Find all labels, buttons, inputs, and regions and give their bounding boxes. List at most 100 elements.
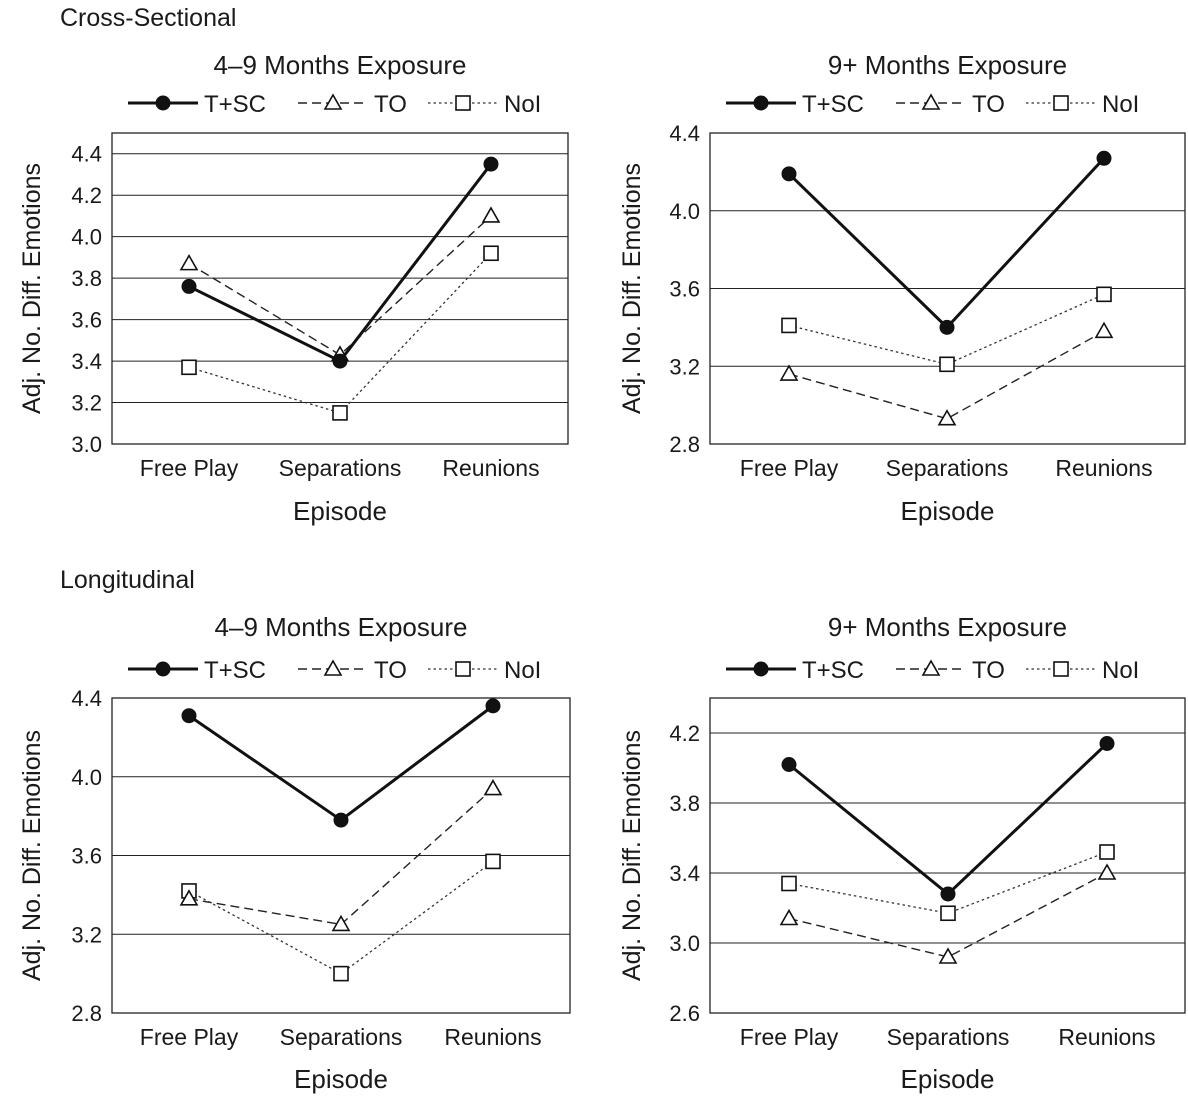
data-point-tplussc [181, 708, 197, 724]
series-line-noi [788, 851, 1108, 914]
chart-panel-4: 9+ Months Exposure T+SC TO NoI 2.6 3.0 3.4 3.8 4… [618, 612, 1186, 1094]
series-line-to [788, 330, 1105, 420]
data-point-to [483, 778, 503, 796]
data-point-noi [940, 905, 956, 922]
chart-title: 4–9 Months Exposure [215, 612, 468, 642]
chart-panel-1: 4–9 Months Exposure T+SC TO NoI 3.0 3.2 3.4 3.6… [18, 50, 569, 526]
y-tick-label: 3.2 [71, 922, 102, 947]
y-tick-label: 3.6 [669, 277, 700, 302]
data-point-noi [1096, 286, 1112, 303]
y-tick-label: 4.4 [71, 686, 102, 711]
legend-label: NoI [1102, 657, 1139, 684]
y-tick-label: 3.4 [669, 861, 700, 886]
data-point-to [481, 206, 501, 223]
series-line-to [188, 788, 494, 926]
x-tick-label: Separations [279, 455, 402, 481]
y-axis-label: Adj. No. Diff. Emotions [618, 730, 646, 981]
series-line-noi [188, 252, 492, 414]
legend-label: T+SC [204, 91, 266, 118]
x-tick-label: Free Play [740, 455, 839, 481]
data-point-to [779, 908, 799, 926]
y-axis-label: Adj. No. Diff. Emotions [18, 163, 46, 414]
y-axis-label: Adj. No. Diff. Emotions [618, 163, 646, 414]
chart-title: 9+ Months Exposure [828, 612, 1067, 642]
x-tick-label: Free Play [140, 455, 239, 481]
chart-legend: T+SC TO NoI [726, 91, 1139, 118]
x-tick-label: Reunions [444, 1024, 541, 1050]
data-point-noi [333, 965, 349, 982]
x-tick-label: Free Play [740, 1024, 839, 1050]
data-point-tplussc [1096, 150, 1112, 166]
chart-panel-3: 4–9 Months Exposure T+SC TO NoI 2.8 3.2 3.6 4.0… [18, 612, 571, 1094]
x-tick-label: Reunions [442, 455, 539, 481]
y-tick-label: 4.4 [71, 142, 102, 167]
x-axis-label: Episode [293, 496, 387, 526]
data-point-noi [781, 317, 797, 334]
y-tick-label: 3.2 [669, 354, 700, 379]
data-point-to [331, 914, 351, 932]
legend-marker-tplussc [753, 661, 769, 677]
series-line-tplussc [788, 742, 1109, 896]
y-tick-label: 4.0 [71, 765, 102, 790]
plot-frame [709, 697, 1186, 1014]
x-axis-label: Episode [901, 496, 995, 526]
y-tick-label: 4.0 [71, 225, 102, 250]
chart-legend: T+SC TO NoI [128, 657, 541, 684]
legend-marker-to [921, 93, 941, 110]
legend-marker-to [323, 93, 343, 110]
legend-marker-to [921, 659, 941, 676]
data-point-tplussc [483, 156, 499, 172]
y-tick-label: 3.0 [669, 931, 700, 956]
plot-frame [111, 697, 571, 1014]
data-point-noi [939, 356, 955, 373]
chart-legend: T+SC TO NoI [726, 657, 1139, 684]
chart-legend: T+SC TO NoI [128, 91, 541, 118]
legend-marker-tplussc [155, 95, 171, 111]
y-tick-label: 4.2 [669, 721, 700, 746]
data-point-to [179, 889, 199, 906]
data-point-tplussc [485, 698, 501, 714]
data-point-tplussc [332, 353, 348, 369]
series-line-noi [188, 860, 494, 975]
chart-title: 9+ Months Exposure [828, 50, 1067, 80]
y-tick-label: 3.4 [71, 349, 102, 374]
legend-label: NoI [504, 91, 541, 118]
legend-label: TO [374, 91, 407, 118]
data-point-noi [483, 245, 499, 262]
x-tick-label: Free Play [140, 1024, 239, 1050]
series-line-to [788, 872, 1108, 958]
data-point-noi [781, 875, 797, 892]
data-point-tplussc [939, 319, 955, 335]
data-point-tplussc [940, 886, 956, 902]
legend-marker-noi [1053, 661, 1069, 677]
series-line-tplussc [787, 157, 1106, 329]
legend-marker-tplussc [753, 95, 769, 111]
data-point-to [938, 947, 958, 964]
legend-marker-noi [455, 661, 471, 677]
data-point-noi [485, 853, 501, 870]
x-tick-label: Separations [886, 455, 1009, 481]
y-axis-label: Adj. No. Diff. Emotions [18, 730, 46, 981]
legend-marker-tplussc [155, 661, 171, 677]
data-point-to [779, 364, 799, 381]
y-tick-label: 3.0 [71, 432, 102, 457]
y-tick-label: 3.8 [71, 266, 102, 291]
series-line-tplussc [188, 704, 494, 822]
data-point-tplussc [781, 166, 797, 182]
data-point-to [179, 254, 199, 271]
chart-title: 4–9 Months Exposure [214, 50, 467, 80]
series-line-noi [788, 293, 1105, 365]
data-point-tplussc [1099, 736, 1115, 751]
y-tick-label: 2.6 [669, 1001, 700, 1026]
legend-label: T+SC [802, 91, 864, 118]
y-tick-label: 3.6 [71, 844, 102, 869]
legend-marker-noi [455, 95, 471, 111]
legend-marker-noi [1053, 95, 1069, 111]
data-point-tplussc [781, 757, 797, 772]
data-point-to [937, 409, 957, 426]
section-title-longitudinal: Longitudinal [60, 566, 195, 594]
y-tick-label: 4.0 [669, 199, 700, 224]
y-tick-label: 3.8 [669, 791, 700, 816]
chart-panel-2: 9+ Months Exposure T+SC TO NoI 2.8 3.2 3.6 4.0 4… [618, 50, 1186, 526]
legend-label: TO [972, 657, 1005, 684]
